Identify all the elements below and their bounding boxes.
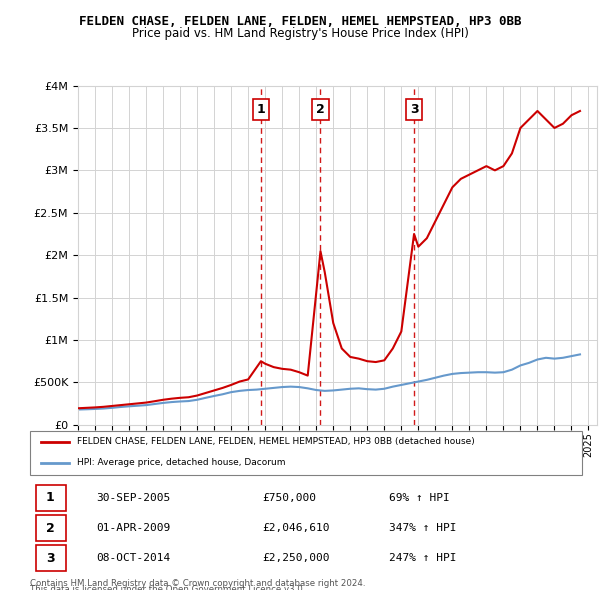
Text: £2,250,000: £2,250,000 (262, 553, 329, 563)
Text: Price paid vs. HM Land Registry's House Price Index (HPI): Price paid vs. HM Land Registry's House … (131, 27, 469, 40)
Text: Contains HM Land Registry data © Crown copyright and database right 2024.: Contains HM Land Registry data © Crown c… (30, 579, 365, 588)
Text: £750,000: £750,000 (262, 493, 316, 503)
Text: 30-SEP-2005: 30-SEP-2005 (96, 493, 170, 503)
Text: 247% ↑ HPI: 247% ↑ HPI (389, 553, 457, 563)
Text: 2: 2 (316, 103, 325, 116)
Text: FELDEN CHASE, FELDEN LANE, FELDEN, HEMEL HEMPSTEAD, HP3 0BB (detached house): FELDEN CHASE, FELDEN LANE, FELDEN, HEMEL… (77, 437, 475, 446)
FancyBboxPatch shape (30, 431, 582, 475)
Text: 1: 1 (46, 491, 55, 504)
Text: £2,046,610: £2,046,610 (262, 523, 329, 533)
Text: 3: 3 (410, 103, 418, 116)
Text: 3: 3 (46, 552, 55, 565)
Text: FELDEN CHASE, FELDEN LANE, FELDEN, HEMEL HEMPSTEAD, HP3 0BB: FELDEN CHASE, FELDEN LANE, FELDEN, HEMEL… (79, 15, 521, 28)
Text: 69% ↑ HPI: 69% ↑ HPI (389, 493, 449, 503)
Text: 01-APR-2009: 01-APR-2009 (96, 523, 170, 533)
FancyBboxPatch shape (35, 484, 66, 511)
Text: This data is licensed under the Open Government Licence v3.0.: This data is licensed under the Open Gov… (30, 585, 305, 590)
Text: 1: 1 (257, 103, 265, 116)
Text: 08-OCT-2014: 08-OCT-2014 (96, 553, 170, 563)
Text: 2: 2 (46, 522, 55, 535)
Text: 347% ↑ HPI: 347% ↑ HPI (389, 523, 457, 533)
Text: HPI: Average price, detached house, Dacorum: HPI: Average price, detached house, Daco… (77, 458, 286, 467)
FancyBboxPatch shape (35, 545, 66, 572)
FancyBboxPatch shape (35, 515, 66, 541)
